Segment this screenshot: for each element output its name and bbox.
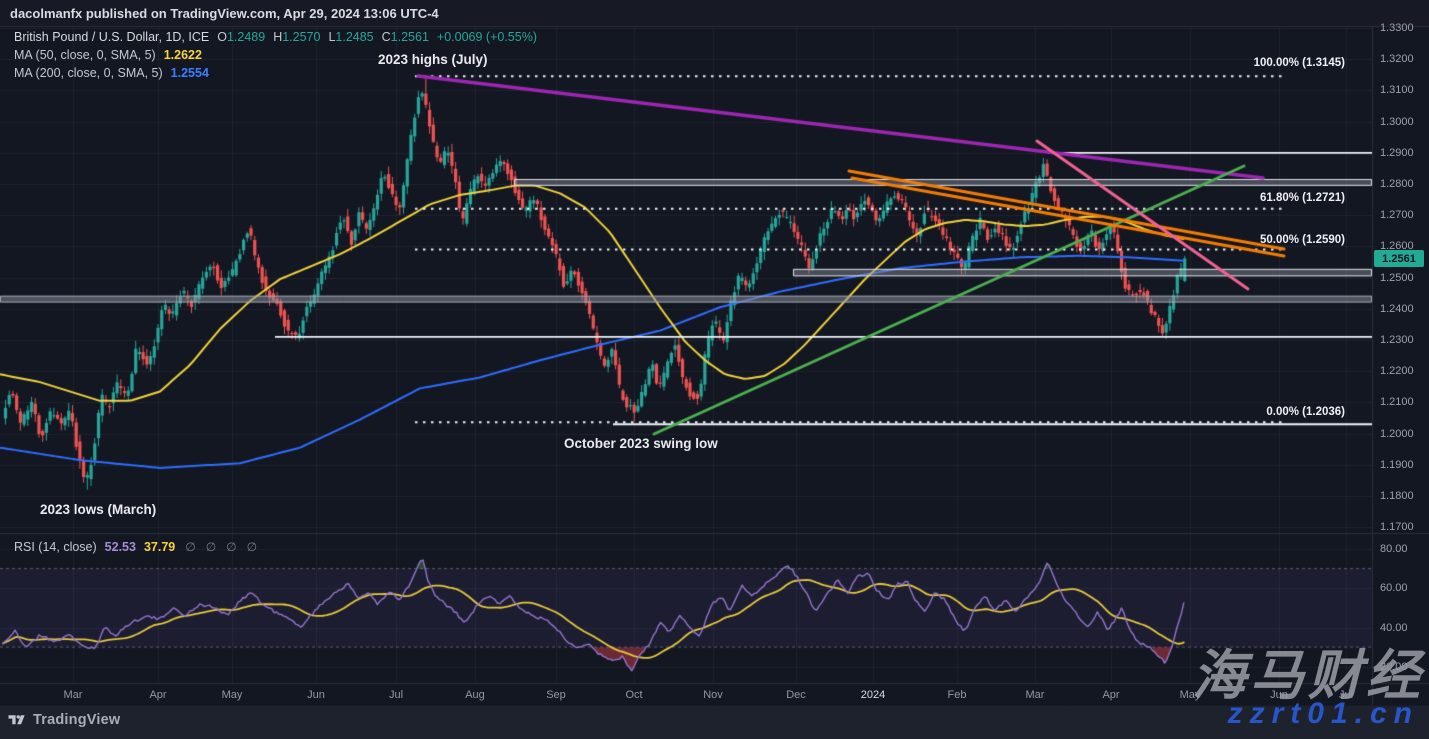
price-tick-label: 1.2100 (1380, 396, 1414, 409)
month-tick-label: Nov (703, 689, 723, 701)
rsi-legend[interactable]: RSI (14, close) 52.53 37.79 ∅ ∅ ∅ ∅ (14, 540, 257, 558)
ma200-legend-row[interactable]: MA (200, close, 0, SMA, 5) 1.2554 (14, 66, 537, 82)
ohlc-values: O1.2489 H1.2570 L1.2485 C1.2561 (209, 30, 429, 44)
month-tick-label: Oct (625, 689, 643, 701)
month-tick-label: Apr (1102, 689, 1120, 701)
month-tick-label: Feb (947, 689, 967, 701)
chart-legend: British Pound / U.S. Dollar, 1D, ICE O1.2… (14, 30, 537, 84)
publish-header: dacolmanfx published on TradingView.com,… (10, 6, 439, 21)
tradingview-logo-icon (8, 715, 25, 725)
month-tick-label: Jul (1338, 689, 1354, 701)
rsi-ma-value: 37.79 (143, 540, 176, 554)
month-tick-label: Apr (149, 689, 167, 701)
ohlc-value: 1.2489 (226, 30, 266, 44)
ohlc-value: 1.2570 (282, 30, 321, 44)
price-tick-label: 1.2800 (1380, 178, 1414, 190)
rsi-tick-label: 20.00 (1380, 660, 1408, 673)
empty-set-icon: ∅ (205, 540, 217, 554)
price-tick-label: 1.2000 (1380, 427, 1414, 440)
ma50-value: 1.2622 (163, 48, 202, 62)
price-tick-label: 1.2200 (1380, 365, 1414, 378)
price-tick-label: 1.3300 (1380, 22, 1414, 34)
symbol-title: British Pound / U.S. Dollar, 1D, ICE (14, 30, 210, 44)
fib-level-label: 100.00% (1.3145) (1253, 56, 1345, 69)
chart-annotation: October 2023 swing low (564, 436, 718, 451)
tradingview-brand[interactable]: TradingView (8, 712, 120, 728)
time-axis[interactable]: Mar Apr May Jun Jul Aug Sep Oct Nov Dec 2024 Feb Mar… (0, 684, 1372, 706)
price-axis[interactable]: 1.3300 1.3200 1.3100 1.3000 1.2900 1.2800 1.27… (1373, 22, 1429, 706)
change-value: +0.0069 (+0.55%) (436, 30, 537, 44)
watermark-url: zzrt01.cn (1227, 697, 1419, 730)
price-tick-label: 1.2400 (1380, 302, 1414, 315)
price-tick-label: 1.2300 (1380, 334, 1414, 346)
month-tick-label: 2024 (860, 689, 886, 701)
price-tick-label: 1.3200 (1380, 53, 1414, 66)
month-tick-label: Aug (465, 689, 485, 701)
last-price-badge: 1.2561 (1374, 250, 1424, 268)
ma50-label: MA (50, close, 0, SMA, 5) (14, 48, 156, 62)
price-tick-label: 1.1800 (1380, 490, 1414, 502)
month-tick-label: Dec (786, 689, 806, 701)
price-tick-label: 1.2500 (1380, 271, 1414, 284)
rsi-tick-label: 40.00 (1380, 621, 1408, 634)
price-tick-label: 1.1700 (1380, 521, 1414, 534)
fib-level-label: 61.80% (1.2721) (1259, 192, 1345, 204)
rsi-tick-label: 60.00 (1380, 582, 1408, 595)
tradingview-brand-text: TradingView (33, 712, 121, 728)
rsi-label: RSI (14, close) (14, 540, 97, 554)
month-tick-label: Mar (63, 689, 83, 701)
empty-set-icon: ∅ (226, 540, 237, 554)
chart-annotation: 2023 highs (July) (378, 52, 488, 67)
ohlc-key: C (381, 30, 391, 44)
empty-set-icon: ∅ (185, 540, 196, 554)
ohlc-key: O (217, 30, 227, 44)
month-tick-label: Sep (546, 689, 566, 701)
month-tick-label: May (221, 689, 243, 701)
month-tick-label: Jun (1270, 689, 1288, 701)
fib-level-label: 50.00% (1.2590) (1259, 233, 1345, 246)
rsi-value: 52.53 (104, 540, 136, 554)
ohlc-value: 1.2561 (390, 30, 429, 44)
symbol-legend-row[interactable]: British Pound / U.S. Dollar, 1D, ICE O1.2… (14, 30, 537, 46)
month-tick-label: Mar (1025, 689, 1045, 701)
price-tick-label: 1.2900 (1380, 146, 1414, 159)
month-tick-label: Jul (388, 689, 404, 701)
ohlc-key: L (328, 30, 336, 44)
ma50-legend-row[interactable]: MA (50, close, 0, SMA, 5) 1.2622 (14, 48, 537, 64)
rsi-tick-label: 80.00 (1380, 543, 1408, 555)
month-tick-label: May (1179, 689, 1201, 701)
price-tick-label: 1.3100 (1380, 84, 1414, 97)
price-tick-label: 1.2700 (1380, 209, 1414, 222)
empty-set-icon: ∅ (246, 540, 258, 554)
ohlc-value: 1.2485 (335, 30, 374, 44)
month-tick-label: Jun (307, 689, 325, 701)
rsi-hidden-values: ∅ ∅ ∅ ∅ (175, 540, 257, 554)
watermark-chinese: 海马财经 (1192, 646, 1424, 706)
bottom-strip (0, 706, 1429, 739)
ohlc-key: H (273, 30, 283, 44)
ma200-value: 1.2554 (170, 66, 209, 80)
price-tick-label: 1.2600 (1380, 240, 1414, 253)
ma200-label: MA (200, close, 0, SMA, 5) (14, 66, 163, 80)
price-tick-label: 1.3000 (1380, 115, 1414, 128)
fib-level-label: 0.00% (1.2036) (1266, 405, 1345, 418)
chart-annotation: 2023 lows (March) (40, 502, 157, 517)
price-tick-label: 1.1900 (1380, 458, 1414, 471)
